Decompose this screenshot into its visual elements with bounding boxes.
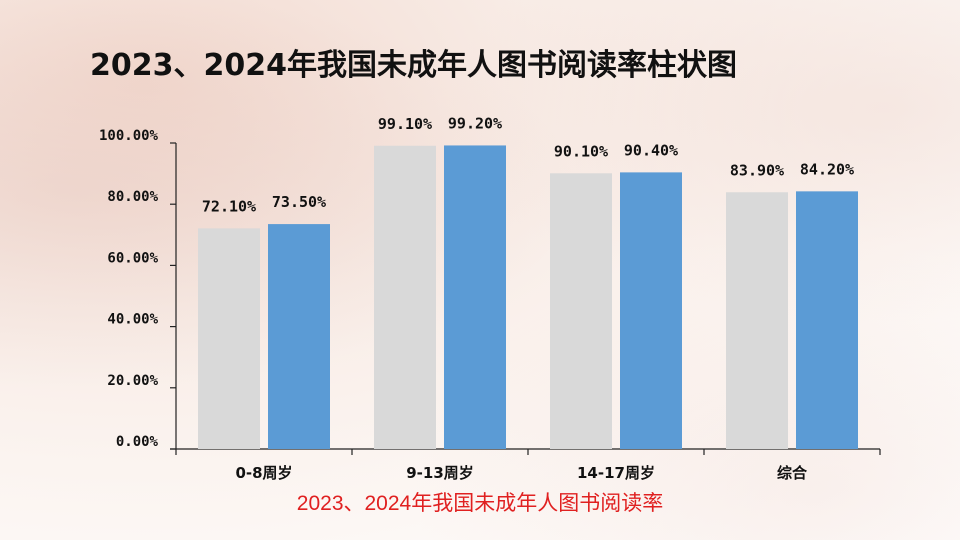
y-tick-label: 100.00% (99, 128, 159, 144)
data-label: 73.50% (272, 193, 326, 211)
bar (796, 191, 858, 449)
data-label: 99.20% (448, 114, 502, 132)
bar (550, 173, 612, 449)
y-tick-label: 60.00% (107, 250, 158, 266)
x-tick-label: 综合 (777, 464, 808, 482)
bar (374, 145, 436, 449)
bar (198, 228, 260, 449)
data-label: 90.40% (624, 141, 678, 159)
x-tick-label: 0-8周岁 (235, 464, 292, 482)
y-tick-label: 20.00% (107, 373, 158, 389)
chart-title: 2023、2024年我国未成年人图书阅读率柱状图 (90, 48, 737, 83)
bar (620, 172, 682, 449)
y-tick-label: 80.00% (107, 189, 158, 205)
x-tick-label: 14-17周岁 (577, 464, 655, 482)
data-label: 90.10% (554, 142, 608, 160)
y-tick-label: 40.00% (107, 312, 158, 328)
bar (444, 145, 506, 449)
data-label: 83.90% (730, 161, 784, 179)
bar (268, 224, 330, 449)
bar (726, 192, 788, 450)
chart-caption: 2023、2024年我国未成年人图书阅读率 (296, 492, 664, 515)
x-tick-label: 9-13周岁 (406, 464, 474, 482)
y-tick-label: 0.00% (116, 434, 159, 450)
data-label: 84.20% (800, 160, 854, 178)
data-label: 99.10% (378, 115, 432, 133)
data-label: 72.10% (202, 197, 256, 215)
